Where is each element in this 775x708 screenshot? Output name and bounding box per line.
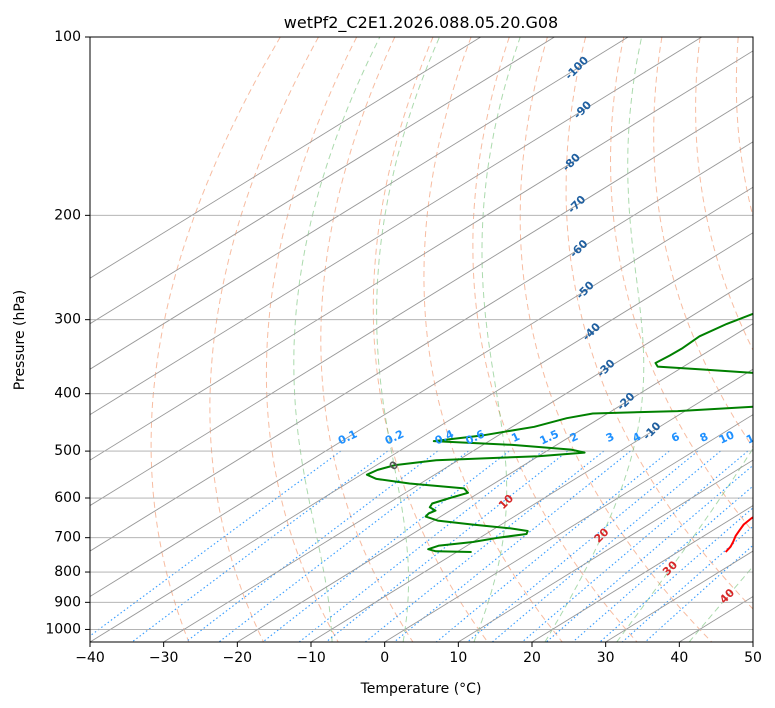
dry-adiabat	[265, 37, 358, 642]
mixing-ratio-label: 16	[766, 428, 775, 446]
isotherm	[384, 414, 753, 642]
isotherm	[90, 37, 555, 325]
isotherm	[90, 37, 482, 279]
y-tick-label: 900	[54, 594, 81, 610]
moist-adiabat	[688, 565, 753, 642]
plot-frame	[89, 36, 754, 643]
x-tick-label: −20	[223, 650, 253, 666]
x-tick-label: 20	[523, 650, 541, 666]
isotherm	[90, 232, 753, 642]
y-tick-label: 500	[54, 443, 81, 459]
isotherm	[90, 37, 703, 416]
mixing-ratio-line	[90, 450, 342, 637]
mixing-ratio-line	[572, 485, 753, 642]
x-axis-label: Temperature (°C)	[360, 681, 482, 697]
mixing-ratio-line	[644, 544, 753, 642]
dry-adiabat	[695, 37, 753, 352]
mixing-ratio-label: 10	[717, 428, 737, 446]
moist-adiabat	[544, 37, 645, 642]
y-tick-label: 200	[54, 207, 81, 223]
y-axis-label: Pressure (hPa)	[12, 290, 28, 390]
moist-adiabat	[376, 37, 440, 642]
dry-adiabat	[472, 37, 638, 642]
isotherm	[90, 141, 753, 552]
dry-adiabat	[735, 37, 753, 219]
isotherm	[752, 641, 753, 642]
axes: −40 −30 −20 −10 0 10 20 30 40 50 100 200 300 400 500 60…	[45, 29, 762, 666]
mixing-ratio-label: 13	[744, 428, 763, 446]
isotherm	[237, 323, 753, 642]
mixing-ratio-line	[436, 450, 670, 642]
x-tick-label: 40	[670, 650, 688, 666]
x-tick-label: −10	[296, 650, 326, 666]
y-tick-label: 300	[54, 312, 81, 328]
isotherm	[531, 505, 753, 642]
chart-title: wetPf2_C2E1.2026.088.05.20.G08	[284, 13, 558, 33]
dry-adiabat	[609, 37, 753, 533]
y-tick-label: 800	[54, 564, 81, 580]
mixing-ratio-line	[364, 450, 605, 642]
x-tick-label: 0	[380, 650, 389, 666]
mixing-ratio-line	[467, 450, 699, 642]
x-tick-label: −40	[75, 650, 105, 666]
grid-lines	[90, 37, 753, 642]
isotherm	[458, 459, 753, 642]
y-tick-label: 1000	[45, 621, 81, 637]
reference-lines	[90, 37, 753, 642]
dry-adiabat	[565, 37, 753, 610]
data-series	[365, 312, 753, 553]
dry-adiabat	[150, 37, 281, 642]
x-tick-label: −30	[149, 650, 179, 666]
isotherm	[90, 95, 753, 507]
dry-adiabat	[372, 37, 489, 642]
isotherm	[90, 37, 629, 370]
y-tick-label: 600	[54, 490, 81, 506]
dry-adiabat	[653, 37, 753, 449]
moist-adiabat	[473, 37, 521, 642]
dry-adiabat	[423, 37, 563, 642]
dewpoint-profile-line	[365, 312, 753, 553]
isotherm	[163, 277, 753, 642]
x-tick-label: 50	[744, 650, 762, 666]
mixing-ratio-line	[185, 450, 438, 642]
x-tick-label: 30	[597, 650, 615, 666]
y-tick-label: 400	[54, 386, 81, 402]
y-tick-label: 700	[54, 530, 81, 546]
isotherm	[90, 186, 753, 598]
mixing-ratio-line	[393, 450, 631, 642]
dry-adiabat	[519, 37, 713, 642]
moist-adiabat	[293, 37, 381, 642]
dry-adiabat	[320, 37, 414, 642]
moist-adiabat	[616, 447, 753, 642]
mixing-ratio-line	[599, 507, 753, 642]
y-tick-label: 100	[54, 29, 81, 45]
x-tick-label: 10	[449, 650, 467, 666]
isotherm	[90, 50, 753, 461]
dry-adiabat	[209, 37, 319, 642]
